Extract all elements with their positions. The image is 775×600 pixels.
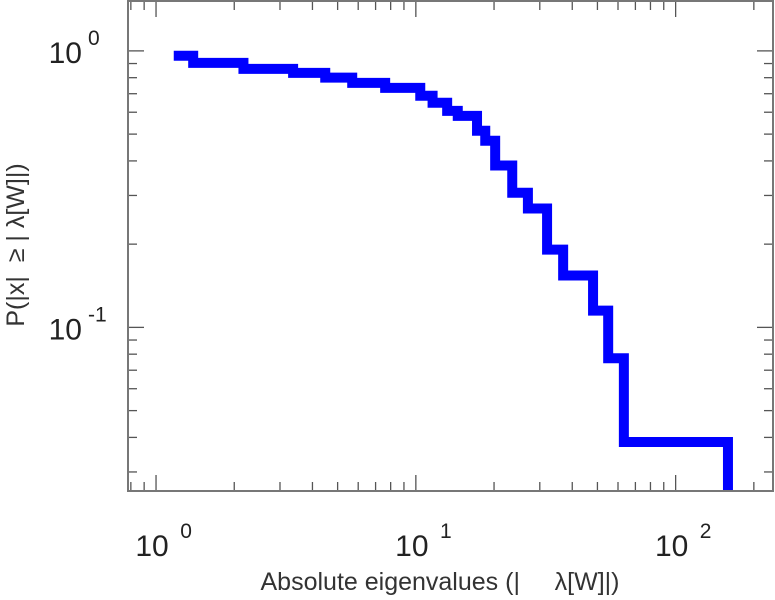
series-line-ccdf xyxy=(173,50,733,491)
axis-ticks xyxy=(128,1,773,491)
y-axis-label: P(|x| ≥ | λ[W]|) xyxy=(2,163,30,326)
x-axis-label: Absolute eigenvalues (| λ[W]|) xyxy=(261,568,620,596)
y-tick-label: 10 xyxy=(49,313,82,346)
y-tick-label: 10 xyxy=(49,37,82,70)
x-tick-label: 10 xyxy=(395,530,428,563)
x-tick-label-exponent: 0 xyxy=(180,520,192,543)
y-tick-label-exponent: 0 xyxy=(88,27,100,50)
y-tick-label-exponent: -1 xyxy=(88,303,107,326)
plot-frame xyxy=(127,0,774,492)
tick-labels: 10 0 10 1 10 2 10 0 10 -1 xyxy=(49,27,712,563)
x-tick-label-exponent: 2 xyxy=(700,520,712,543)
x-tick-label: 10 xyxy=(135,530,168,563)
x-tick-label: 10 xyxy=(655,530,688,563)
x-tick-label-exponent: 1 xyxy=(440,520,452,543)
